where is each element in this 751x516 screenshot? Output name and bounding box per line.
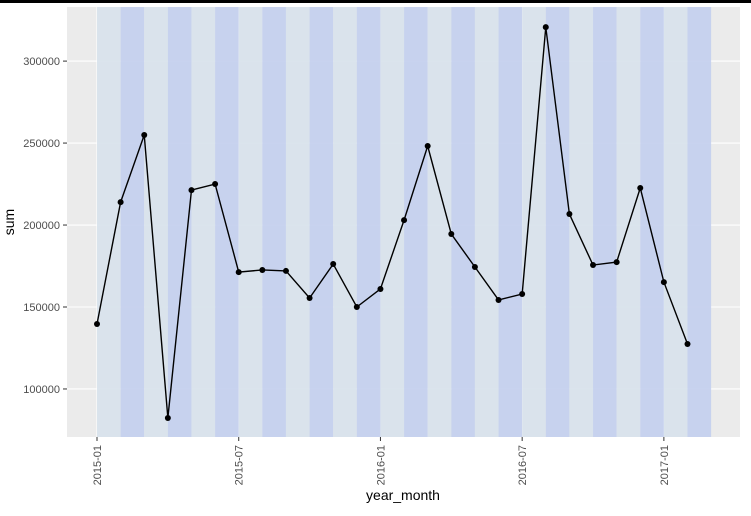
point xyxy=(660,279,667,286)
month-band xyxy=(640,7,664,437)
y-tick-label: 300000 xyxy=(23,56,60,68)
point xyxy=(471,264,478,270)
month-band xyxy=(333,7,357,437)
point xyxy=(613,259,620,266)
point xyxy=(141,132,148,139)
point xyxy=(542,24,549,31)
x-tick-label: 2016-01 xyxy=(375,445,387,485)
line xyxy=(96,27,689,419)
point xyxy=(519,291,526,298)
point xyxy=(495,296,502,303)
x-tick-label: 2015-07 xyxy=(234,445,246,485)
month-band xyxy=(522,7,546,437)
month-band xyxy=(663,7,688,437)
month-band xyxy=(474,7,499,437)
point xyxy=(590,262,597,269)
month-band xyxy=(215,7,239,437)
point xyxy=(94,321,100,328)
point xyxy=(637,184,644,191)
point xyxy=(164,414,171,421)
point xyxy=(448,231,455,238)
month-band xyxy=(191,7,216,437)
month-band xyxy=(380,7,405,437)
y-axis-title: sum xyxy=(1,209,17,235)
point xyxy=(424,143,431,150)
month-band xyxy=(120,7,145,437)
month-band xyxy=(545,7,570,437)
point xyxy=(259,266,266,273)
month-band xyxy=(144,7,168,437)
point xyxy=(212,181,219,188)
month-band xyxy=(285,7,310,437)
y-tick-label: 200000 xyxy=(23,220,60,232)
x-tick-label: 2015-01 xyxy=(92,445,104,485)
y-tick-label: 250000 xyxy=(23,138,60,150)
month-band xyxy=(262,7,286,437)
month-band xyxy=(687,7,712,437)
top-border xyxy=(0,0,751,3)
month-band xyxy=(404,7,428,437)
bands xyxy=(97,7,712,437)
point xyxy=(330,261,337,268)
point xyxy=(117,199,124,206)
point xyxy=(401,217,408,224)
month-band xyxy=(167,7,192,437)
month-band xyxy=(309,7,334,437)
month-band xyxy=(451,7,475,437)
month-band xyxy=(498,7,523,437)
point xyxy=(353,304,360,310)
point xyxy=(306,294,313,301)
point xyxy=(566,211,573,218)
point xyxy=(188,187,195,194)
y-tick-label: 100000 xyxy=(23,384,60,396)
point xyxy=(235,269,242,276)
x-tick-label: 2017-01 xyxy=(659,445,671,485)
month-band xyxy=(97,7,121,437)
marks xyxy=(94,24,691,421)
month-band xyxy=(616,7,641,437)
point xyxy=(282,267,289,274)
month-band xyxy=(356,7,381,437)
point xyxy=(684,341,691,348)
month-band xyxy=(427,7,452,437)
y-tick-label: 150000 xyxy=(23,302,60,314)
x-tick-label: 2016-07 xyxy=(517,445,529,485)
x-axis-title: year_month xyxy=(366,487,440,503)
point xyxy=(377,285,384,292)
month-band xyxy=(238,7,263,437)
month-band xyxy=(593,7,617,437)
month-band xyxy=(569,7,594,437)
